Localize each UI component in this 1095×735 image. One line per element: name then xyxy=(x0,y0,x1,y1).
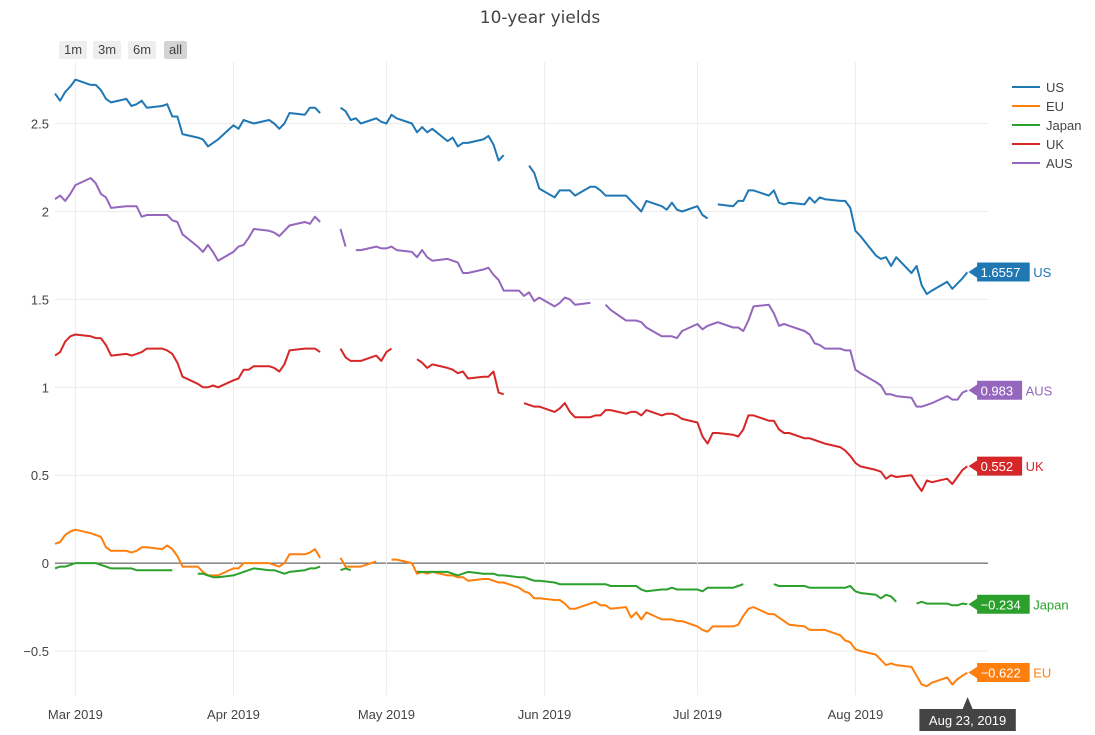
legend-label: US xyxy=(1046,80,1064,95)
legend-item-uk[interactable]: UK xyxy=(1012,137,1064,152)
y-tick-label: 2.5 xyxy=(31,117,49,132)
series-line-aus xyxy=(54,177,969,408)
y-tick-label: 1 xyxy=(42,380,49,395)
end-label-value: 0.552 xyxy=(981,459,1014,474)
y-tick-label: 1.5 xyxy=(31,292,49,307)
axis-ticks: 2.5 2 1.5 1 0.5 0 −0.5 Mar 2019 Apr 2019 May 2019… xyxy=(23,117,883,722)
hover-date-label: Aug 23, 2019 xyxy=(919,697,1016,731)
series-line-japan xyxy=(54,562,968,607)
end-label-value: −0.234 xyxy=(981,597,1021,612)
gridlines xyxy=(55,62,988,695)
range-button-6m[interactable]: 6m xyxy=(128,41,157,59)
chart-title: 10-year yields xyxy=(480,8,601,28)
range-button-1m[interactable]: 1m xyxy=(59,41,88,59)
end-label-box xyxy=(966,593,1031,615)
end-label-name: US xyxy=(1033,265,1051,280)
end-label-uk: 0.552 UK xyxy=(966,455,1044,477)
legend-item-eu[interactable]: EU xyxy=(1012,99,1064,114)
end-label-value: −0.622 xyxy=(981,665,1021,680)
series-lines xyxy=(54,78,969,688)
x-tick-label: Jul 2019 xyxy=(673,707,722,722)
end-label-name: EU xyxy=(1033,665,1051,680)
x-tick-label: May 2019 xyxy=(358,707,415,722)
end-label-value: 0.983 xyxy=(981,383,1014,398)
end-label-name: AUS xyxy=(1026,383,1053,398)
end-labels: 1.6557 US −0.622 EU −0.234 Japan 0.552 UK 0.983 A… xyxy=(966,261,1069,683)
legend-label: EU xyxy=(1046,99,1064,114)
y-tick-label: 0 xyxy=(42,556,49,571)
x-tick-label: Mar 2019 xyxy=(48,707,103,722)
hover-date-box xyxy=(919,697,1016,731)
end-label-value: 1.6557 xyxy=(981,265,1021,280)
end-label-name: Japan xyxy=(1033,597,1068,612)
x-tick-label: Aug 2019 xyxy=(828,707,884,722)
legend-item-us[interactable]: US xyxy=(1012,80,1064,95)
series-line-uk xyxy=(54,333,969,492)
legend-label: Japan xyxy=(1046,118,1081,133)
range-button-3m[interactable]: 3m xyxy=(93,41,122,59)
end-label-box xyxy=(966,261,1031,283)
legend-item-aus[interactable]: AUS xyxy=(1012,156,1073,171)
end-label-japan: −0.234 Japan xyxy=(966,593,1069,615)
legend[interactable]: US EU Japan UK AUS xyxy=(1012,80,1081,171)
legend-label: AUS xyxy=(1046,156,1073,171)
end-label-us: 1.6557 US xyxy=(966,261,1052,283)
end-label-aus: 0.983 AUS xyxy=(966,379,1053,401)
series-line-us xyxy=(54,78,969,296)
y-tick-label: 0.5 xyxy=(31,468,49,483)
series-line-eu xyxy=(54,528,969,688)
end-label-box xyxy=(966,455,1024,477)
hover-date-text: Aug 23, 2019 xyxy=(929,713,1006,728)
y-tick-label: −0.5 xyxy=(23,644,49,659)
range-button-all[interactable]: all xyxy=(164,41,188,59)
x-tick-label: Jun 2019 xyxy=(518,707,572,722)
legend-label: UK xyxy=(1046,137,1064,152)
end-label-name: UK xyxy=(1026,459,1044,474)
end-label-box xyxy=(966,661,1031,683)
legend-item-japan[interactable]: Japan xyxy=(1012,118,1081,133)
end-label-eu: −0.622 EU xyxy=(966,661,1051,683)
end-label-box xyxy=(966,379,1024,401)
y-tick-label: 2 xyxy=(42,204,49,219)
x-tick-label: Apr 2019 xyxy=(207,707,260,722)
